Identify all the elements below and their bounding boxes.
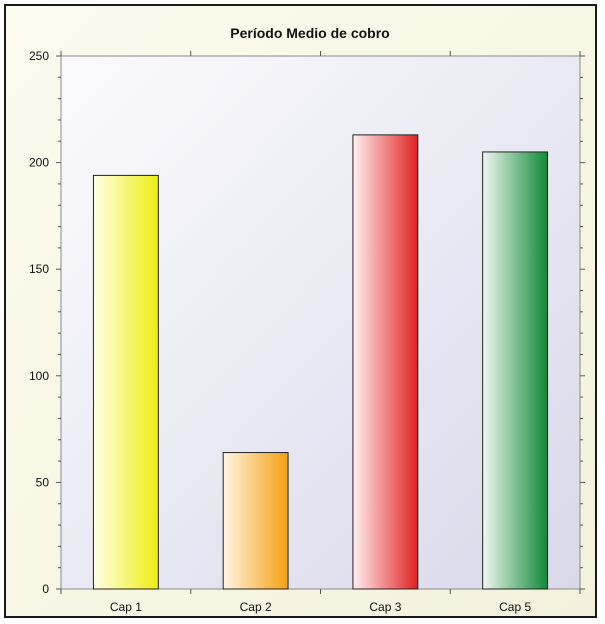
chart-title: Período Medio de cobro [230, 25, 389, 41]
y-tick-label: 100 [29, 369, 49, 383]
y-tick-label: 0 [42, 582, 49, 596]
x-tick-label: Cap 3 [369, 600, 401, 614]
bar-cap-2 [222, 452, 289, 590]
y-tick-labels: 0 50 100 150 200 250 [29, 49, 49, 596]
x-tick-label: Cap 5 [499, 600, 531, 614]
y-tick-label: 200 [29, 156, 49, 170]
y-tick-label: 50 [36, 475, 50, 489]
bar-cap-1 [92, 174, 159, 590]
bar-cap-5 [482, 151, 549, 590]
bars [92, 134, 549, 590]
x-tick-label: Cap 2 [240, 600, 272, 614]
y-tick-label: 150 [29, 262, 49, 276]
y-tick-label: 250 [29, 49, 49, 63]
x-tick-labels: Cap 1 Cap 2 Cap 3 Cap 5 [110, 600, 532, 614]
axis-ticks [56, 51, 585, 594]
bar-cap-3 [352, 134, 419, 590]
x-tick-label: Cap 1 [110, 600, 142, 614]
